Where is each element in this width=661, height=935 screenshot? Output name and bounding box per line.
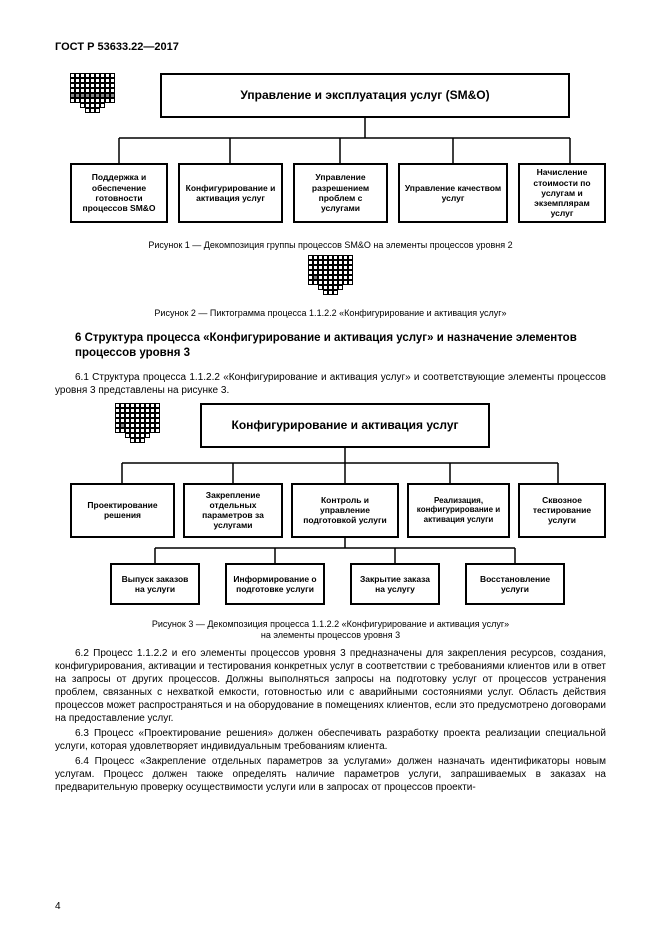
d1-child-3: Управление качеством услуг [398,163,508,223]
d1-caption: Рисунок 1 — Декомпозиция группы процессо… [55,239,606,251]
d3-r2-c0: Выпуск заказов на услуги [110,563,200,605]
d1-main-box: Управление и эксплуатация услуг (SM&O) [160,73,570,118]
d3-r2-c3: Восстановление услуги [465,563,565,605]
d3-caption: Рисунок 3 — Декомпозиция процесса 1.1.2.… [55,619,606,641]
d3-r1-c4: Сквозное тестирование услуги [518,483,606,538]
d1-child-0: Поддержка и обеспечение готовности проце… [70,163,168,223]
pictogram-d1 [70,73,115,113]
d3-caption-l2: на элементы процессов уровня 3 [261,630,400,640]
section-6-heading: 6 Структура процесса «Конфигурирование и… [75,331,606,361]
d3-r2-c2: Закрытие заказа на услугу [350,563,440,605]
page-number: 4 [55,900,61,914]
diagram-1: Управление и эксплуатация услуг (SM&O) П… [55,73,606,253]
d3-caption-l1: Рисунок 3 — Декомпозиция процесса 1.1.2.… [152,619,509,629]
d3-r2-c1: Информирование о подготовке услуги [225,563,325,605]
d3-r1-c0: Проектирование решения [70,483,175,538]
d3-r1-c3: Реализация, конфигурирование и активация… [407,483,510,538]
d1-child-1: Конфигурирование и активация услуг [178,163,283,223]
document-header: ГОСТ Р 53633.22—2017 [55,40,606,55]
para-6-1: 6.1 Структура процесса 1.1.2.2 «Конфигур… [55,371,606,397]
d3-main-box: Конфигурирование и активация услуг [200,403,490,448]
pictogram-d3 [115,403,160,443]
d3-r1-c2: Контроль и управление подготовкой услуги [291,483,399,538]
diagram-2: Рисунок 2 — Пиктограмма процесса 1.1.2.2… [55,253,606,323]
d1-child-4: Начисление стоимости по услугам и экземп… [518,163,606,223]
para-6-3: 6.3 Процесс «Проектирование решения» дол… [55,727,606,753]
para-6-4: 6.4 Процесс «Закрепление отдельных парам… [55,755,606,794]
d3-r1-c1: Закрепление отдельных параметров за услу… [183,483,283,538]
d1-child-2: Управление разрешением проблем с услугам… [293,163,388,223]
diagram-3: Конфигурирование и активация услуг Проек… [55,403,606,633]
para-6-2: 6.2 Процесс 1.1.2.2 и его элементы проце… [55,647,606,725]
d2-caption: Рисунок 2 — Пиктограмма процесса 1.1.2.2… [55,307,606,319]
pictogram-d2 [308,255,353,295]
